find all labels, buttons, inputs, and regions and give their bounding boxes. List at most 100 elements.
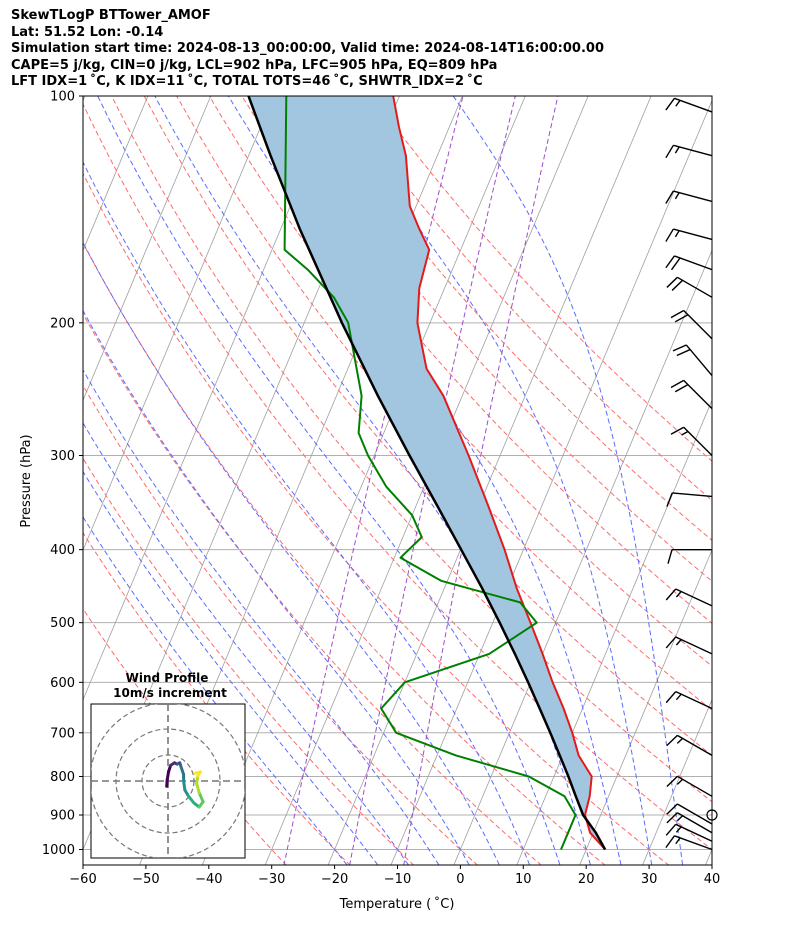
- x-tick-label: −60: [69, 872, 96, 887]
- barb-flag: [671, 279, 684, 291]
- x-tick-label: −50: [132, 872, 159, 887]
- dry-adiabat-line: [83, 103, 712, 851]
- moist-adiabat-line: [83, 516, 348, 865]
- y-axis-label: Pressure (hPa): [19, 434, 34, 527]
- moist-adiabat-line: [97, 96, 561, 865]
- location-line: Lat: 51.52 Lon: -0.14: [11, 24, 164, 40]
- barb-flag: [665, 691, 677, 704]
- barb-shaft: [677, 775, 713, 797]
- wind-barbs: [665, 97, 718, 851]
- indices-line: LFT IDX=1 ˚C, K IDX=11 ˚C, TOTAL TOTS=46…: [11, 74, 483, 89]
- hodo-segment: [193, 770, 202, 775]
- barb-flag: [665, 97, 675, 111]
- isotherm-line: [83, 96, 337, 701]
- isotherm-line: [83, 96, 86, 102]
- barb-shaft: [677, 734, 713, 756]
- y-tick-label: 700: [50, 726, 75, 741]
- x-tick-label: −20: [321, 872, 348, 887]
- barb-half-flag: [675, 693, 682, 701]
- dry-adiabat-line: [143, 96, 712, 757]
- wind-barb: [670, 379, 713, 410]
- mixing-ratio-line: [283, 96, 464, 865]
- wind-barb: [667, 548, 712, 564]
- isotherm-line: [768, 96, 794, 865]
- barb-half-flag: [674, 146, 680, 154]
- isotherm-line: [201, 96, 526, 865]
- barb-flag: [666, 492, 673, 507]
- moist-adiabat-line: [83, 470, 379, 865]
- barb-shaft: [673, 144, 713, 157]
- dry-adiabat-line: [371, 96, 712, 462]
- wind-barb: [665, 255, 713, 271]
- barb-flag: [670, 309, 685, 319]
- wind-barb: [665, 588, 713, 607]
- barb-flag: [665, 144, 674, 159]
- isotherm-line: [83, 96, 212, 402]
- barb-flag: [672, 344, 687, 352]
- barb-flag: [666, 734, 678, 746]
- wind-barb: [666, 734, 713, 756]
- barb-shaft: [675, 823, 713, 842]
- x-tick-label: 10: [515, 872, 532, 887]
- wind-barb: [670, 309, 713, 340]
- dry-adiabat-line: [339, 96, 712, 501]
- dry-adiabat-line: [83, 242, 606, 865]
- barb-half-flag: [675, 826, 682, 833]
- barb-shaft: [673, 190, 713, 203]
- barb-flag: [665, 835, 675, 849]
- barb-half-flag: [675, 639, 682, 646]
- isotherm-line: [453, 249, 712, 865]
- barb-half-flag: [676, 737, 684, 744]
- barb-half-flag: [674, 192, 680, 200]
- barb-flag: [676, 348, 691, 357]
- y-tick-label: 900: [50, 809, 75, 824]
- temperature-line: [392, 96, 606, 851]
- wind-barb: [666, 492, 713, 507]
- wind-barb: [665, 636, 713, 655]
- moist-adiabat-line: [83, 160, 531, 865]
- x-tick-label: 40: [704, 872, 721, 887]
- barb-half-flag: [675, 837, 681, 845]
- barb-shaft: [683, 426, 713, 457]
- x-tick-label: 30: [641, 872, 658, 887]
- moist-adiabat-line: [83, 241, 500, 865]
- wind-barb: [665, 190, 713, 204]
- barb-half-flag: [681, 430, 689, 436]
- barb-half-flag: [674, 230, 680, 238]
- dry-adiabat-line: [83, 312, 542, 865]
- hodo-segment: [182, 779, 187, 792]
- y-tick-label: 500: [50, 616, 75, 631]
- barb-half-flag: [676, 815, 684, 822]
- cape-shading: [248, 96, 606, 850]
- barb-flag: [667, 549, 673, 564]
- barb-flag: [665, 636, 677, 649]
- isotherm-line: [642, 698, 712, 865]
- chart-title: SkewTLogP BTTower_AMOF: [11, 8, 211, 23]
- barb-shaft: [674, 97, 713, 113]
- x-tick-label: −40: [195, 872, 222, 887]
- barb-flag: [665, 255, 675, 269]
- y-tick-label: 800: [50, 770, 75, 785]
- isotherm-line: [705, 848, 712, 865]
- barb-flag: [670, 257, 681, 271]
- barb-flag: [665, 588, 677, 601]
- barb-half-flag: [675, 99, 681, 107]
- isotherm-line: [83, 96, 275, 552]
- barb-shaft: [683, 310, 713, 340]
- moist-adiabat-line: [452, 96, 684, 865]
- x-tick-label: 0: [456, 872, 464, 887]
- wind-barb: [672, 344, 713, 377]
- dry-adiabat-line: [306, 96, 712, 541]
- axes: −60 −50 −40 −30 −20 −10 0 10 20 30 40 1000 900 800 700…: [42, 90, 720, 888]
- wind-barb: [666, 812, 713, 834]
- wind-barb: [665, 228, 713, 242]
- barb-half-flag: [676, 778, 684, 785]
- x-tick-label: −30: [258, 872, 285, 887]
- profile-lines: [247, 96, 607, 851]
- parcel-line: [247, 96, 607, 851]
- dewpoint-line: [283, 96, 577, 850]
- barb-flag: [670, 426, 685, 435]
- hodograph-inset: Wind Profile 10m/s increment: [90, 671, 246, 859]
- barb-shaft: [685, 344, 713, 377]
